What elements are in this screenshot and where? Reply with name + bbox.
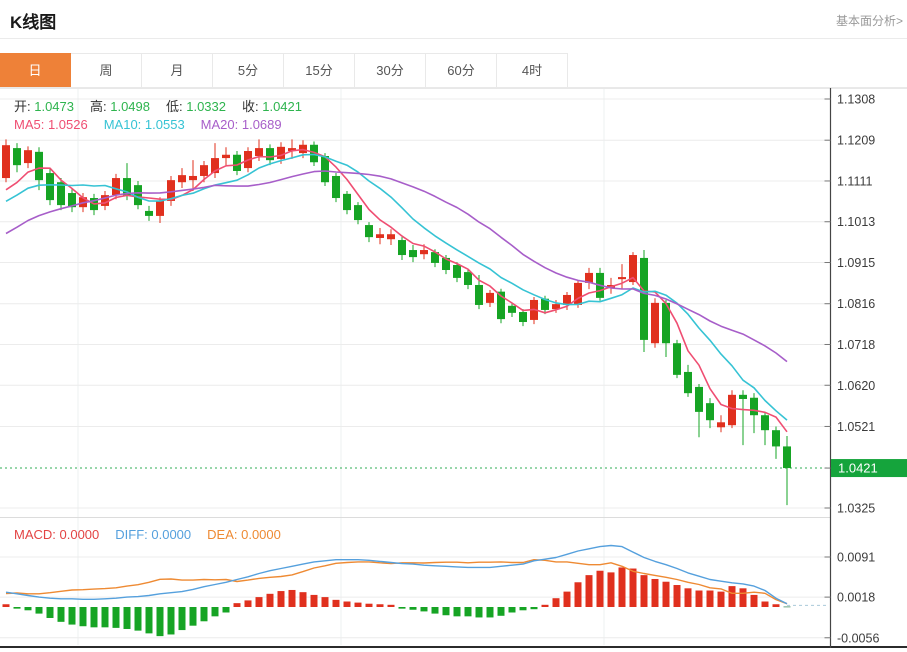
macd-histogram xyxy=(2,567,791,637)
tab-15分[interactable]: 15分 xyxy=(284,53,355,87)
diff-line xyxy=(5,544,788,605)
ohlc-legend: 开: 1.0473 高: 1.0498 低: 1.0332 收: 1.0421 xyxy=(14,96,318,115)
legend-item: DIFF: 0.0000 xyxy=(115,527,192,542)
tab-4时[interactable]: 4时 xyxy=(497,53,568,87)
svg-text:1.1013: 1.1013 xyxy=(837,215,875,229)
legend-item: MA5: 1.0526 xyxy=(14,117,88,132)
grid-layer xyxy=(0,88,907,648)
tab-日[interactable]: 日 xyxy=(0,53,71,87)
current-price-tag xyxy=(831,459,907,478)
tab-5分[interactable]: 5分 xyxy=(213,53,284,87)
svg-text:1.0915: 1.0915 xyxy=(837,256,875,270)
fundamental-analysis-link[interactable]: 基本面分析> xyxy=(835,14,903,28)
svg-text:1.0620: 1.0620 xyxy=(837,379,875,393)
price-axis: 1.1308 1.1209 1.1111 1.1013 1.0915 1.0816 1.07… xyxy=(824,88,907,648)
ma-legend: MA5: 1.0526 MA10: 1.0553 MA20: 1.0689 xyxy=(14,117,298,132)
tab-60分[interactable]: 60分 xyxy=(426,53,497,87)
tab-30分[interactable]: 30分 xyxy=(355,53,426,87)
svg-text:1.0718: 1.0718 xyxy=(837,338,875,352)
legend-item: MACD: 0.0000 xyxy=(14,527,100,542)
svg-text:1.0421: 1.0421 xyxy=(838,461,878,476)
ma20-line xyxy=(5,170,788,363)
ma10-line xyxy=(5,153,788,421)
svg-text:1.1209: 1.1209 xyxy=(837,134,875,148)
svg-text:1.1308: 1.1308 xyxy=(837,93,875,107)
svg-text:1.1111: 1.1111 xyxy=(837,174,872,188)
svg-text:0.0091: 0.0091 xyxy=(837,551,875,565)
legend-item: MA10: 1.0553 xyxy=(103,117,185,132)
interval-tabs: 日周月 5分 15分 30分 60分 4时 xyxy=(0,53,907,88)
legend-item: MA20: 1.0689 xyxy=(200,117,282,132)
legend-item: 开: 1.0473 xyxy=(14,99,74,114)
legend-item: 收: 1.0421 xyxy=(242,99,302,114)
legend-item: 高: 1.0498 xyxy=(90,99,150,114)
tab-月[interactable]: 月 xyxy=(142,53,213,87)
legend-item: DEA: 0.0000 xyxy=(207,527,281,542)
svg-text:0.0018: 0.0018 xyxy=(837,591,875,605)
macd-legend: MACD: 0.0000 DIFF: 0.0000 DEA: 0.0000 xyxy=(14,527,297,542)
header-divider xyxy=(0,38,907,39)
svg-text:-0.0056: -0.0056 xyxy=(837,631,879,645)
svg-text:1.0521: 1.0521 xyxy=(837,420,875,434)
legend-item: 低: 1.0332 xyxy=(166,99,226,114)
page-title: K线图 xyxy=(10,13,57,32)
svg-text:1.0816: 1.0816 xyxy=(837,297,875,311)
svg-text:1.0325: 1.0325 xyxy=(837,502,875,516)
tab-周[interactable]: 周 xyxy=(71,53,142,87)
